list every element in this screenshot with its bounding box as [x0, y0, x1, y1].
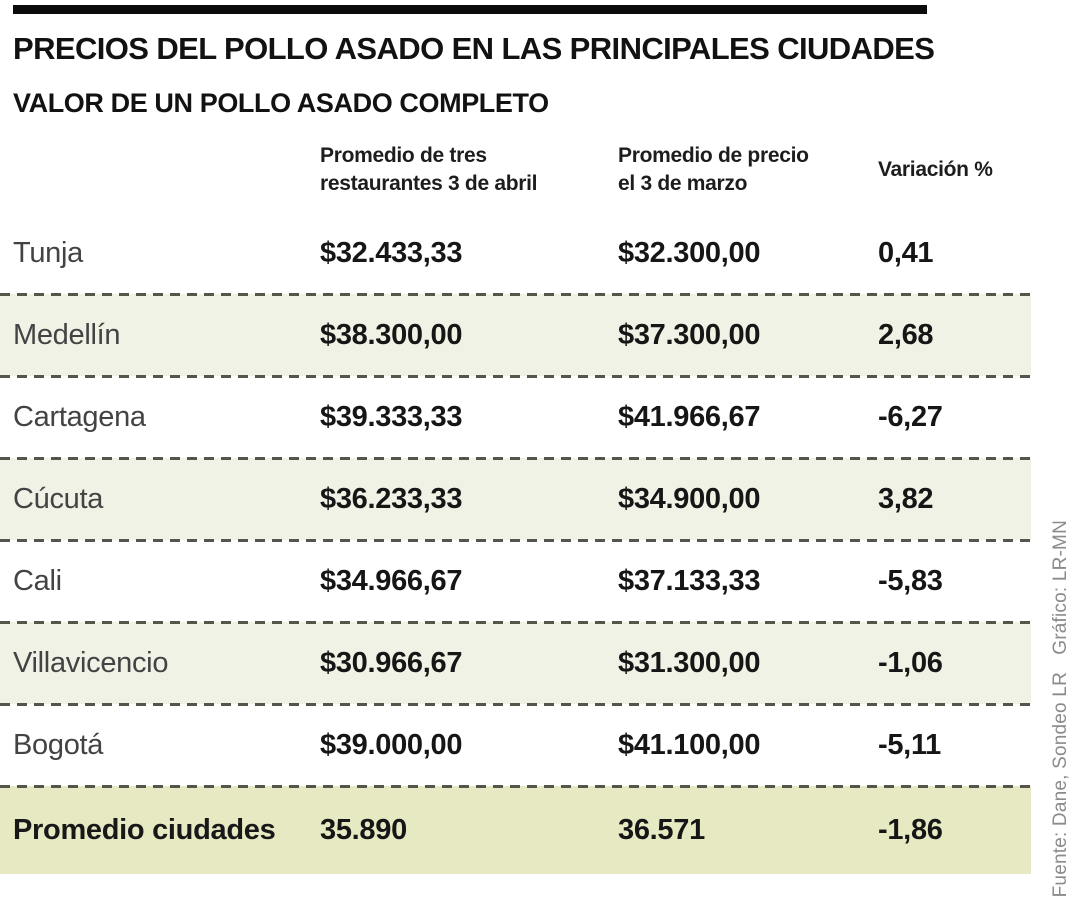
page-subtitle: VALOR DE UN POLLO ASADO COMPLETO [13, 88, 549, 118]
column-header-april-line2: restaurantes 3 de abril [320, 172, 538, 195]
price-table: Tunja $32.433,33 $32.300,00 0,41 Medellí… [0, 212, 1031, 874]
variation-cell: -1,86 [878, 813, 943, 846]
table-row: Medellín $38.300,00 $37.300,00 2,68 [0, 292, 1031, 376]
variation-cell: -6,27 [878, 400, 943, 433]
price-april-cell: $32.433,33 [320, 236, 463, 269]
column-header-march: Promedio de precio el 3 de marzo [618, 142, 878, 198]
column-header-variation: Variación % [878, 158, 993, 181]
variation-cell: -5,11 [878, 728, 941, 761]
price-april-cell: $36.233,33 [320, 482, 463, 515]
table-row: Bogotá $39.000,00 $41.100,00 -5,11 [0, 702, 1031, 786]
city-cell: Cali [13, 564, 62, 597]
price-march-cell: $32.300,00 [618, 236, 761, 269]
table-row-summary: Promedio ciudades 35.890 36.571 -1,86 [0, 784, 1031, 874]
price-march-cell: $41.966,67 [618, 400, 761, 433]
city-cell: Promedio ciudades [13, 813, 276, 846]
price-april-cell: $30.966,67 [320, 646, 463, 679]
variation-cell: 3,82 [878, 482, 934, 515]
column-header-april: Promedio de tres restaurantes 3 de abril [320, 142, 618, 198]
variation-cell: 0,41 [878, 236, 934, 269]
table-column-headers: Promedio de tres restaurantes 3 de abril… [0, 142, 1031, 198]
price-march-cell: $37.300,00 [618, 318, 761, 351]
column-header-march-line1: Promedio de precio [618, 144, 809, 167]
table-row: Tunja $32.433,33 $32.300,00 0,41 [0, 212, 1031, 294]
price-april-cell: $39.333,33 [320, 400, 463, 433]
price-april-cell: 35.890 [320, 813, 407, 846]
table-row: Cali $34.966,67 $37.133,33 -5,83 [0, 538, 1031, 622]
table-row: Cartagena $39.333,33 $41.966,67 -6,27 [0, 374, 1031, 458]
page-title: PRECIOS DEL POLLO ASADO EN LAS PRINCIPAL… [13, 31, 935, 66]
price-march-cell: 36.571 [618, 813, 705, 846]
credit-graphic: Gráfico: LR-MN [1050, 520, 1071, 655]
variation-cell: -1,06 [878, 646, 943, 679]
column-header-city [13, 142, 320, 198]
price-march-cell: $34.900,00 [618, 482, 761, 515]
city-cell: Medellín [13, 318, 121, 351]
price-march-cell: $31.300,00 [618, 646, 761, 679]
table-row: Villavicencio $30.966,67 $31.300,00 -1,0… [0, 620, 1031, 704]
price-april-cell: $39.000,00 [320, 728, 463, 761]
column-header-april-line1: Promedio de tres [320, 144, 487, 167]
top-accent-bar [13, 5, 927, 14]
price-march-cell: $41.100,00 [618, 728, 761, 761]
city-cell: Bogotá [13, 728, 104, 761]
city-cell: Tunja [13, 236, 83, 269]
city-cell: Cartagena [13, 400, 146, 433]
table-row: Cúcuta $36.233,33 $34.900,00 3,82 [0, 456, 1031, 540]
city-cell: Cúcuta [13, 482, 104, 515]
column-header-march-line2: el 3 de marzo [618, 172, 748, 195]
price-april-cell: $34.966,67 [320, 564, 463, 597]
credit-source: Fuente: Dane, Sondeo LR [1050, 672, 1071, 898]
variation-cell: 2,68 [878, 318, 934, 351]
city-cell: Villavicencio [13, 646, 169, 679]
price-march-cell: $37.133,33 [618, 564, 761, 597]
price-april-cell: $38.300,00 [320, 318, 463, 351]
variation-cell: -5,83 [878, 564, 943, 597]
